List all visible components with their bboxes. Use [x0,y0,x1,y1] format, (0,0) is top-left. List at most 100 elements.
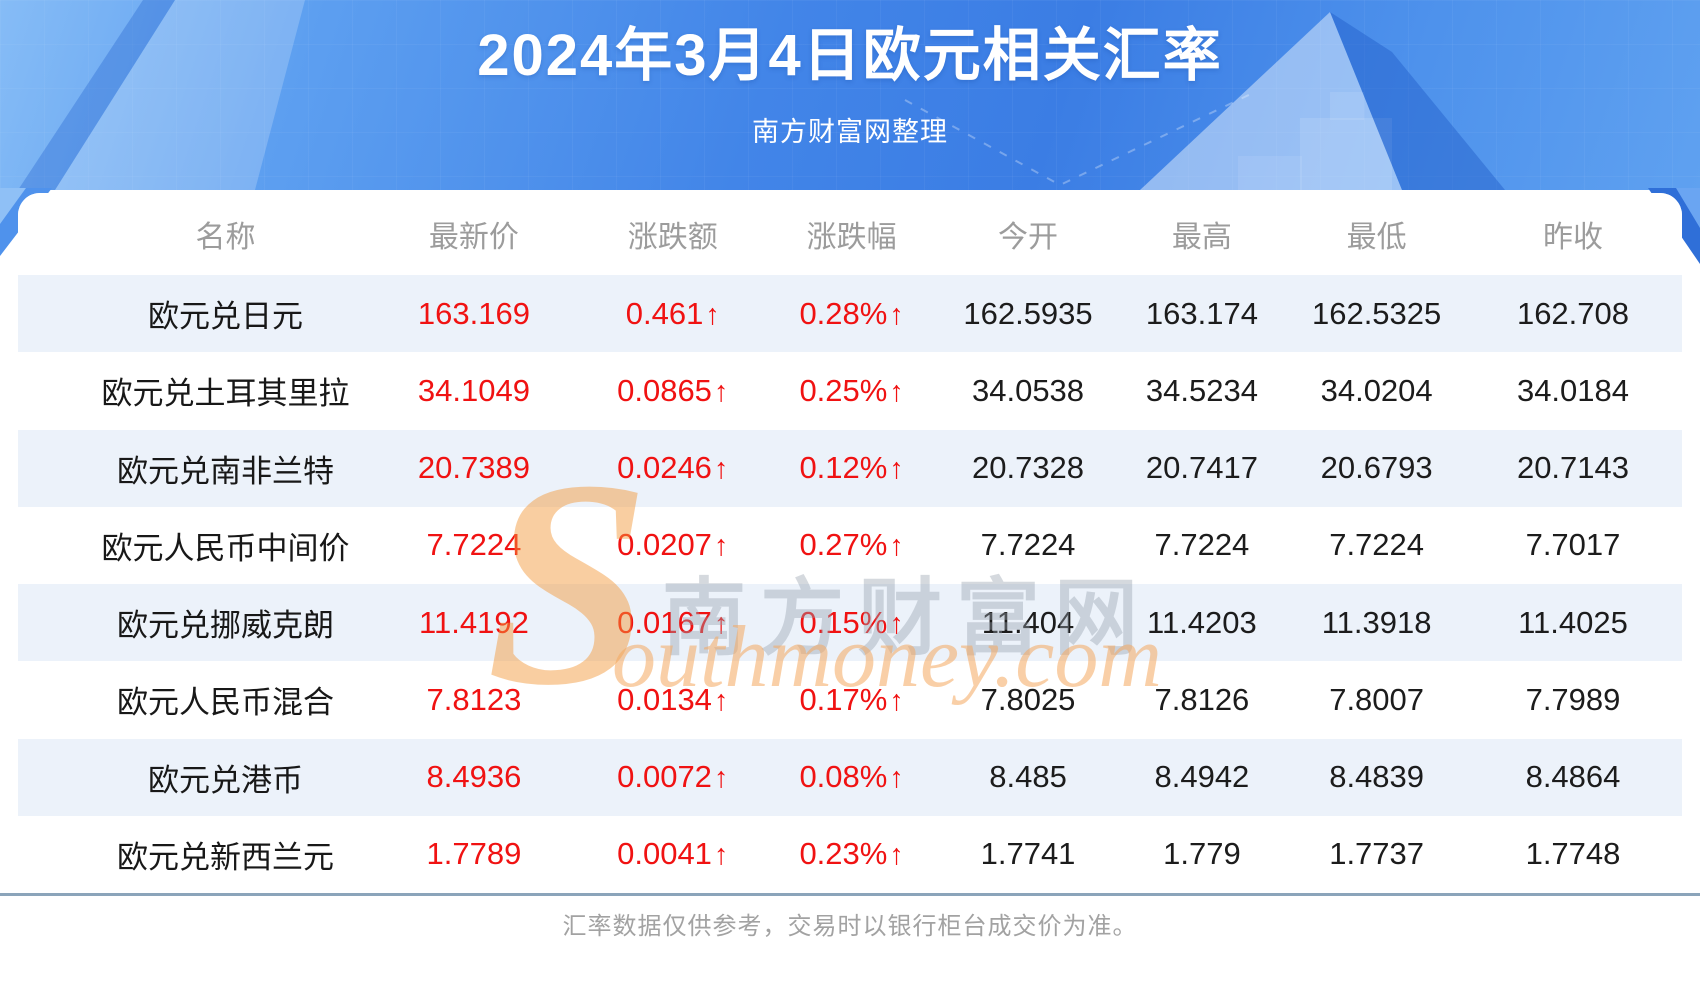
cell-latest: 34.1049 [417,372,530,408]
cell-value: 0.0072 [617,759,712,795]
cell-latest: 8.4936 [426,759,522,795]
cell-value: 0.12% [799,450,888,486]
column-header-1: 最新价 [364,193,584,275]
bar-silhouette-shape [1330,92,1364,120]
rates-table-body: 欧元兑日元 163.169 0.461↑ 0.28%↑ 162.5935 163.174 1… [18,275,1682,893]
cell-name: 欧元兑日元 [148,299,304,335]
cell-high: 7.8126 [1154,681,1250,717]
hero-decoration [0,0,1700,264]
cell-high: 8.4942 [1154,759,1250,795]
cell-low: 34.0204 [1320,372,1433,408]
bar-silhouette-shape [1238,156,1302,190]
cell-open: 162.5935 [963,295,1093,331]
cell-pct: 0.25%↑ [762,352,942,429]
column-header-5: 最高 [1114,193,1290,275]
up-arrow-icon: ↑ [889,607,904,640]
column-header-0: 名称 [18,193,365,275]
right-peak-shape [1140,12,1402,190]
cell-change: 0.0246↑ [584,430,762,507]
cell-name: 欧元人民币混合 [117,685,335,721]
cell-pct: 0.27%↑ [762,507,942,584]
cell-prev: 7.7989 [1525,681,1621,717]
column-header-3: 涨跌幅 [761,193,942,275]
cell-change: 0.0167↑ [584,584,762,661]
up-arrow-icon: ↑ [889,839,904,872]
cell-value: 0.0134 [617,681,712,717]
cell-open: 34.0538 [971,372,1085,408]
cell-latest: 7.8123 [426,681,522,717]
cell-pct: 0.23%↑ [762,816,942,893]
cell-value: 0.17% [799,681,888,717]
cell-latest: 1.7789 [426,836,522,872]
cell-name: 欧元兑南非兰特 [117,453,335,489]
cell-high: 7.7224 [1154,527,1250,563]
right-corner-wedge-highlight-shape [1676,188,1700,228]
cell-value: 0.0167 [617,604,712,640]
cell-value: 0.0246 [617,450,712,486]
table-row: 欧元人民币混合 7.8123 0.0134↑ 0.17%↑ 7.8025 7.8126 7.… [18,661,1682,738]
up-arrow-icon: ↑ [705,298,720,331]
cell-prev: 34.0184 [1516,372,1630,408]
table-row: 欧元兑日元 163.169 0.461↑ 0.28%↑ 162.5935 163.174 1… [18,275,1682,353]
cell-value: 0.0865 [617,372,712,408]
cell-pct: 0.15%↑ [762,584,942,661]
cell-prev: 7.7017 [1525,527,1621,563]
cell-high: 163.174 [1145,295,1258,331]
left-tower-shape [55,0,305,190]
rates-card: 名称 最新价 涨跌额 涨跌幅 今开 最高 最低 昨收 欧元兑日元 163.169 0.461↑ 0.… [18,193,1682,893]
cell-open: 7.8025 [980,681,1076,717]
cell-prev: 20.7143 [1516,450,1630,486]
cell-name: 欧元兑土耳其里拉 [101,376,350,412]
cell-value: 0.08% [799,759,888,795]
column-header-7: 昨收 [1463,193,1682,275]
cell-latest: 163.169 [417,295,530,331]
cell-change: 0.0041↑ [584,816,762,893]
cell-open: 8.485 [989,759,1067,795]
cell-change: 0.0865↑ [584,352,762,429]
table-row: 欧元兑南非兰特 20.7389 0.0246↑ 0.12%↑ 20.7328 20.741… [18,429,1682,507]
dashed-trendline-shape [904,91,1256,187]
up-arrow-icon: ↑ [889,453,904,486]
cell-value: 0.28% [799,295,888,331]
cell-name: 欧元兑新西兰元 [117,839,335,875]
up-arrow-icon: ↑ [713,530,729,563]
cell-value: 0.461 [625,295,704,331]
up-arrow-icon: ↑ [713,375,729,408]
cell-change: 0.0072↑ [584,739,762,816]
cell-low: 7.8007 [1329,681,1425,717]
cell-change: 0.461↑ [584,275,762,352]
footer-note: 汇率数据仅供参考，交易时以银行柜台成交价为准。 [562,913,1138,940]
table-row: 欧元兑港币 8.4936 0.0072↑ 0.08%↑ 8.485 8.4942 8.483… [18,738,1682,816]
cell-name: 欧元人民币中间价 [101,530,350,566]
cell-change: 0.0207↑ [584,507,762,584]
cell-low: 162.5325 [1311,295,1442,331]
up-arrow-icon: ↑ [713,839,729,872]
up-arrow-icon: ↑ [713,762,729,795]
page-subtitle: 南方财富网整理 [752,117,948,147]
cell-value: 0.23% [799,836,888,872]
up-arrow-icon: ↑ [889,298,904,331]
column-header-2: 涨跌额 [583,193,762,275]
cell-pct: 0.28%↑ [762,275,942,352]
rates-table: 名称 最新价 涨跌额 涨跌幅 今开 最高 最低 昨收 欧元兑日元 163.169 0.461↑ 0.… [18,193,1682,893]
right-peak-edge-shape [1330,12,1505,190]
cell-change: 0.0134↑ [584,661,762,738]
cell-low: 20.6793 [1320,450,1433,486]
cell-prev: 1.7748 [1525,836,1621,872]
table-row: 欧元兑挪威克朗 11.4192 0.0167↑ 0.15%↑ 11.404 11.4203… [18,584,1682,662]
cell-latest: 20.7389 [417,450,530,486]
cell-prev: 11.4025 [1518,604,1628,640]
table-row: 欧元人民币中间价 7.7224 0.0207↑ 0.27%↑ 7.7224 7.7224 7… [18,507,1682,584]
cell-name: 欧元兑挪威克朗 [117,608,335,644]
footer-divider [0,893,1700,896]
left-corner-wedge-highlight-shape [0,188,26,224]
table-row: 欧元兑土耳其里拉 34.1049 0.0865↑ 0.25%↑ 34.0538 34.52… [18,352,1682,429]
cell-latest: 7.7224 [426,527,522,563]
cell-value: 0.27% [799,527,888,563]
cell-prev: 8.4864 [1525,759,1621,795]
left-tower-edge-shape [18,0,175,190]
cell-open: 20.7328 [971,450,1085,486]
cell-open: 7.7224 [980,527,1076,563]
up-arrow-icon: ↑ [713,607,729,640]
